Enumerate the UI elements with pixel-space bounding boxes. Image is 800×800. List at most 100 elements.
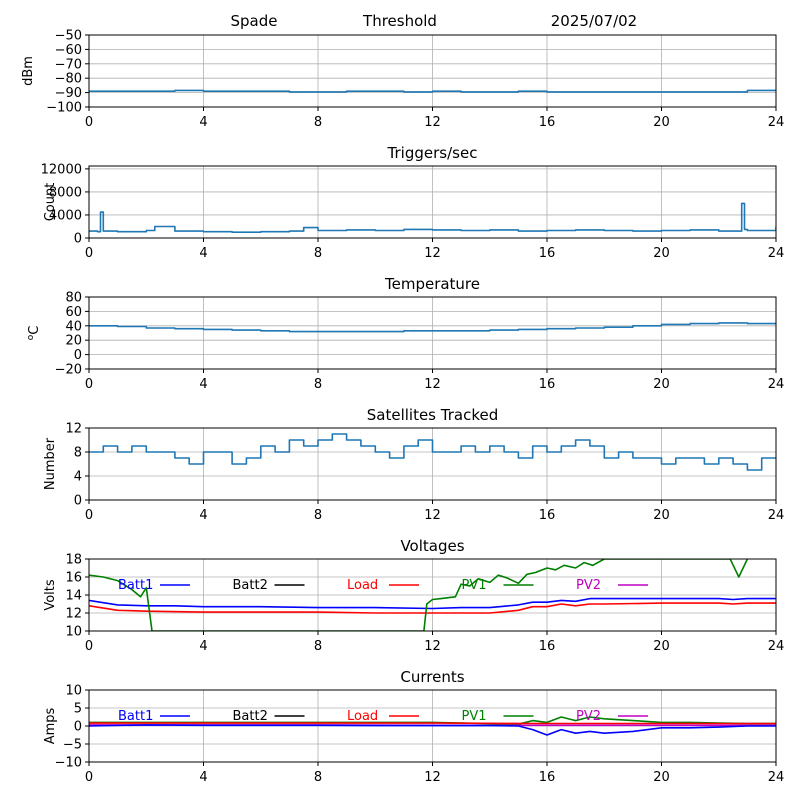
y-tick-label: 16: [65, 571, 82, 586]
legend-label-batt1: Batt1: [118, 709, 153, 724]
series-line-main: [89, 89, 776, 93]
x-tick-label: 4: [199, 508, 207, 523]
y-axis-label: Count: [43, 183, 58, 222]
series-line-batt1: [89, 597, 776, 610]
legend-label-batt2: Batt2: [233, 709, 268, 724]
series-line-main: [89, 433, 776, 471]
y-tick-label: 8: [74, 446, 82, 461]
y-tick-label: −20: [55, 363, 82, 378]
y-tick-label: 14: [65, 589, 82, 604]
x-tick-label: 8: [314, 770, 322, 785]
y-tick-label: 4000: [49, 208, 82, 223]
panel-0: 0 4 8 12 16 20 24 −50−60−70−80−90−100 dBm: [21, 29, 784, 131]
y-tick-label: −50: [55, 29, 82, 44]
y-axis-label-sup: o: [26, 334, 36, 340]
x-tick-label: 8: [314, 246, 322, 261]
legend-label-batt1: Batt1: [118, 578, 153, 593]
y-tick-label: 10: [65, 625, 82, 640]
y-tick-label: −80: [55, 72, 82, 87]
legend-label-load: Load: [347, 709, 378, 724]
series-group: [89, 202, 776, 233]
legend-label-load: Load: [347, 578, 378, 593]
y-tick-label: 8000: [49, 185, 82, 200]
x-tick-label: 20: [653, 508, 670, 523]
x-tick-label: 12: [424, 377, 441, 392]
y-tick-label: 12: [65, 422, 82, 437]
x-tick-label: 12: [424, 246, 441, 261]
x-tick-label: 24: [768, 770, 785, 785]
series-group: [89, 559, 776, 631]
y-tick-label: 10: [65, 684, 82, 699]
y-axis-label: dBm: [21, 56, 36, 86]
legend-label-pv1: PV1: [462, 578, 487, 593]
x-tick-label: 20: [653, 639, 670, 654]
y-tick-label: 0: [74, 720, 82, 735]
x-tick-label: 16: [539, 639, 556, 654]
panels: 0 4 8 12 16 20 24−50−60−70−80−90−100dBmTrigger…: [21, 29, 784, 786]
y-tick-label: −10: [55, 756, 82, 771]
x-tick-label: 8: [314, 377, 322, 392]
panel-title: Temperature: [384, 275, 480, 293]
x-tick-label: 4: [199, 770, 207, 785]
y-tick-label: 60: [65, 305, 82, 320]
panel-4: Voltages 0 4 8 12 16 20 24 18 16 14 12 10 Volts Batt1 B…: [43, 537, 784, 654]
y-tick-label: −100: [46, 101, 82, 116]
panel-title: Voltages: [400, 537, 464, 555]
x-tick-label: 24: [768, 639, 785, 654]
x-tick-label: 0: [85, 246, 93, 261]
x-tick-label: 0: [85, 377, 93, 392]
header-date: 2025/07/02: [551, 12, 637, 30]
y-tick-label: 18: [65, 553, 82, 568]
header-mode: Threshold: [362, 12, 437, 30]
y-axis-label: oC: [26, 326, 42, 341]
series-group: [89, 433, 776, 471]
series-group: [89, 89, 776, 93]
series-line-main: [89, 322, 776, 333]
panel-1: Triggers/sec 0 4 8 12 16 20 24 12000 8000 4000 0 Cou…: [41, 144, 785, 261]
y-tick-label: 40: [65, 319, 82, 334]
x-tick-label: 16: [539, 246, 556, 261]
x-tick-label: 8: [314, 639, 322, 654]
x-tick-label: 20: [653, 115, 670, 130]
panel-frame: [88, 427, 777, 501]
x-tick-label: 12: [424, 508, 441, 523]
y-tick-label: −70: [55, 57, 82, 72]
header-station: Spade: [231, 12, 278, 30]
x-tick-label: 8: [314, 115, 322, 130]
x-tick-label: 0: [85, 115, 93, 130]
y-tick-label: −90: [55, 86, 82, 101]
legend-label-pv1: PV1: [462, 709, 487, 724]
panel-frame: [88, 165, 777, 239]
series-line-pv1: [89, 559, 749, 631]
x-tick-label: 12: [424, 770, 441, 785]
y-tick-label: 0: [74, 348, 82, 363]
series-group: [89, 322, 776, 333]
x-tick-label: 4: [199, 377, 207, 392]
x-tick-label: 24: [768, 115, 785, 130]
panel-title: Satellites Tracked: [367, 406, 498, 424]
x-tick-label: 16: [539, 377, 556, 392]
y-tick-label: 80: [65, 291, 82, 306]
x-tick-label: 8: [314, 508, 322, 523]
series-line-batt1: [89, 724, 776, 736]
x-tick-label: 0: [85, 508, 93, 523]
y-tick-label: −60: [55, 43, 82, 58]
panel-3: Satellites Tracked 0 4 8 12 16 20 24 12 8 4 0 Number: [43, 406, 784, 523]
x-tick-label: 24: [768, 246, 785, 261]
y-tick-label: 12000: [41, 162, 82, 177]
y-tick-label: 0: [74, 232, 82, 247]
x-tick-label: 0: [85, 639, 93, 654]
x-tick-label: 20: [653, 770, 670, 785]
panel-title: Currents: [400, 668, 464, 686]
panel-5: Currents 0 4 8 12 16 20 24 10 5 0 −5 −10 Amps Batt1 Bat…: [43, 668, 784, 785]
y-axis-label-unit: C: [27, 326, 42, 335]
panel-frame: [88, 34, 777, 108]
panel-title: Triggers/sec: [387, 144, 478, 162]
y-axis-label: Volts: [43, 579, 58, 611]
y-axis-label: Amps: [43, 707, 58, 744]
legend-label-pv2: PV2: [576, 709, 601, 724]
x-tick-label: 16: [539, 508, 556, 523]
series-line-load: [89, 602, 776, 614]
series-group: [89, 716, 776, 736]
